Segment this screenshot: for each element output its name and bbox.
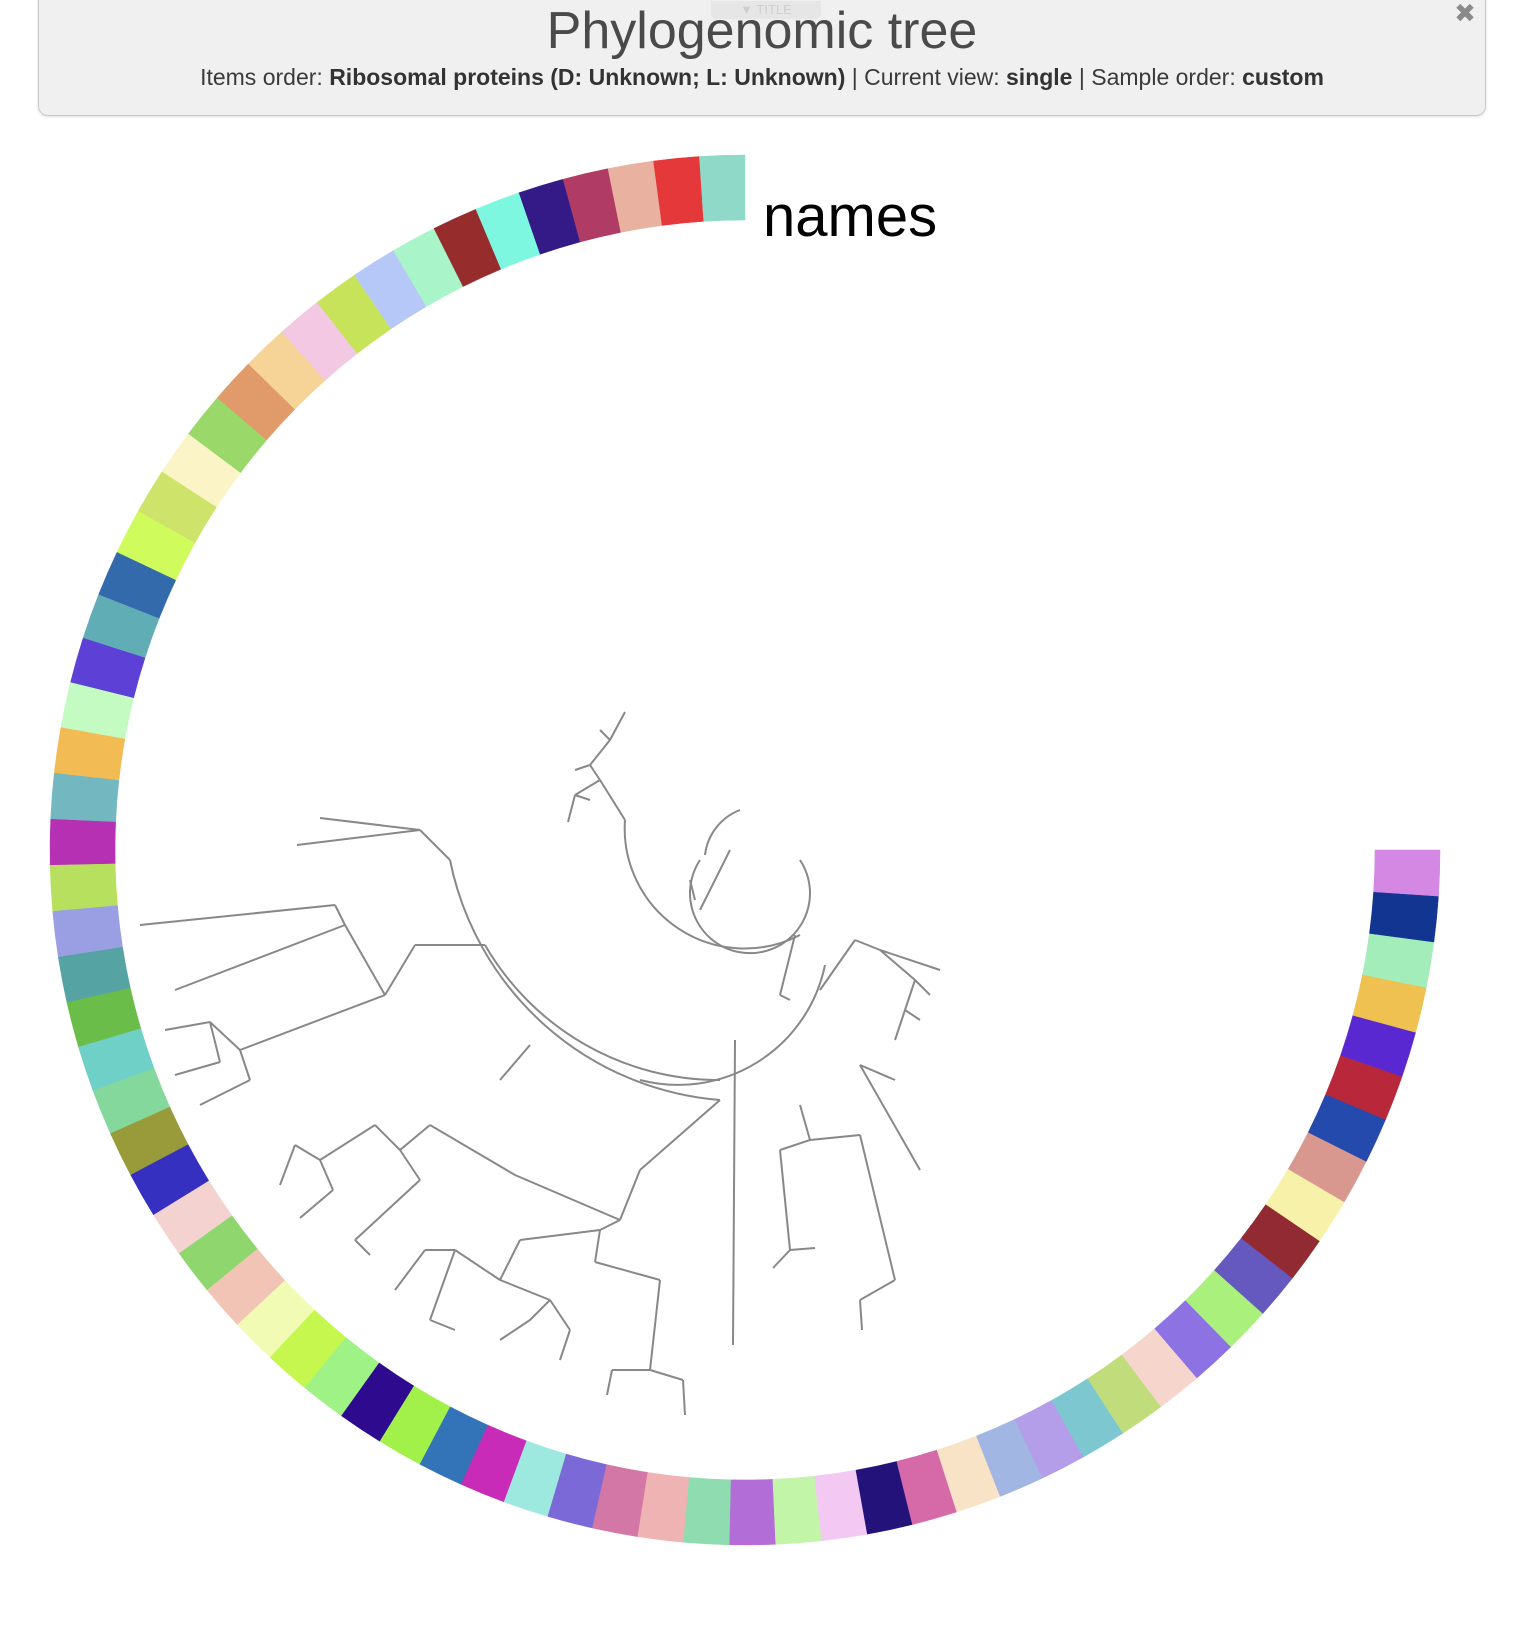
ring-segment[interactable] xyxy=(1373,849,1441,897)
items-order-label: Items order: xyxy=(200,64,323,90)
tree-branch xyxy=(623,819,801,950)
tree-branch xyxy=(296,817,451,861)
names-layer-ring xyxy=(49,154,1441,1546)
current-view-label: Current view: xyxy=(864,64,1000,90)
ring-segment[interactable] xyxy=(683,1477,732,1546)
separator: | xyxy=(851,64,858,90)
tree-branch xyxy=(499,1279,571,1361)
sample-order-value: custom xyxy=(1242,64,1324,90)
tree-branches xyxy=(139,711,941,1416)
ring-segment[interactable] xyxy=(49,863,118,912)
tree-branch xyxy=(279,1099,721,1256)
ring-segment[interactable] xyxy=(1369,891,1439,943)
tree-branch xyxy=(567,711,626,823)
tree-branch xyxy=(772,1104,896,1331)
tree-branch xyxy=(594,1229,686,1416)
ring-segment[interactable] xyxy=(49,818,116,866)
separator: | xyxy=(1078,64,1085,90)
close-icon[interactable]: ✖ xyxy=(1454,0,1476,28)
subtitle: Items order: Ribosomal proteins (D: Unkn… xyxy=(39,63,1485,91)
tree-branch xyxy=(699,849,731,911)
items-order-value: Ribosomal proteins (D: Unknown; L: Unkno… xyxy=(329,64,846,90)
layer-label-names: names xyxy=(763,184,937,249)
current-view-value: single xyxy=(1006,64,1073,90)
ring-segment[interactable] xyxy=(50,772,120,823)
ring-segment[interactable] xyxy=(729,1479,777,1546)
title-toggle[interactable]: ▼ TITLE xyxy=(711,1,821,19)
tree-branch xyxy=(394,1219,621,1331)
tree-branch xyxy=(639,964,826,1086)
tree-branch xyxy=(689,859,811,955)
tree-branch xyxy=(484,944,721,1082)
tree-branch xyxy=(732,1039,736,1346)
page-title: Phylogenomic tree xyxy=(546,2,978,60)
sample-order-label: Sample order: xyxy=(1091,64,1236,90)
tree-branch xyxy=(499,1044,531,1081)
tree-branch xyxy=(779,934,941,1171)
tree-branch xyxy=(449,859,721,1101)
ring-segment[interactable] xyxy=(652,156,704,226)
tree-branch xyxy=(704,809,741,856)
tree-branch xyxy=(139,904,485,1106)
ring-segment[interactable] xyxy=(772,1475,823,1545)
title-panel: ▼ TITLE Phylogenomic tree Items order: R… xyxy=(38,0,1486,116)
tree-branch xyxy=(689,879,696,901)
ring-segment[interactable] xyxy=(698,154,746,222)
